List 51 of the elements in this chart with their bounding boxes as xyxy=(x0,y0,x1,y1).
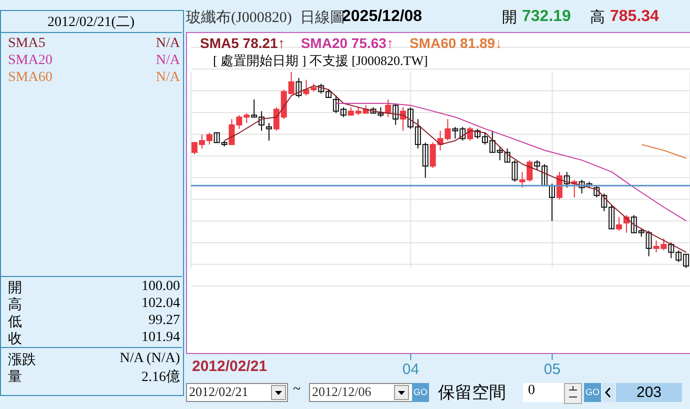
text: SMA20 xyxy=(300,35,348,51)
text: GO xyxy=(412,383,429,402)
text: 203 xyxy=(616,383,682,402)
text: 78.21↑ xyxy=(242,35,285,51)
candlestick xyxy=(296,77,302,98)
text: 99.27 xyxy=(148,313,180,330)
candlestick xyxy=(266,122,272,142)
text: 102.04 xyxy=(142,296,180,313)
text: SMA60 xyxy=(8,70,52,85)
text: ~ xyxy=(293,382,301,398)
text: 高 xyxy=(590,8,605,27)
text: 保留空間 xyxy=(438,382,506,404)
text: SMA5 xyxy=(8,36,46,51)
candlestick xyxy=(564,171,570,188)
x-tick-label: 05 xyxy=(544,361,561,378)
text: 101.94 xyxy=(142,330,180,347)
candlestick xyxy=(616,216,622,232)
chart-title: 玻纖布(J000820) xyxy=(186,8,292,27)
text: N/A xyxy=(156,53,180,69)
text: 2.16億 xyxy=(142,368,180,386)
text: 收 xyxy=(8,331,22,348)
text: 2012/02/21 xyxy=(189,384,248,400)
text: 732.19 xyxy=(522,8,571,26)
text: 量 xyxy=(8,369,22,386)
candlestick xyxy=(548,183,555,222)
text: GO xyxy=(584,383,601,402)
text: 2012/02/21 xyxy=(192,358,268,375)
chart-subtitle: 日線圖 xyxy=(300,10,345,27)
text: 0 xyxy=(523,383,568,402)
text: N/A xyxy=(156,36,180,52)
text: 高 xyxy=(8,296,22,314)
text: SMA60 xyxy=(409,35,456,51)
text: 785.34 xyxy=(610,8,659,26)
text: [ 處置開始日期 ] 不支援 [J000820.TW] xyxy=(213,52,428,70)
candlestick xyxy=(400,106,406,132)
text: 漲跌 xyxy=(8,352,36,369)
text: 低 xyxy=(8,314,22,331)
text: 開 xyxy=(502,9,517,27)
text: 81.89↓ xyxy=(460,35,502,51)
text: 2012/02/21(二) xyxy=(46,14,136,31)
text: N/A xyxy=(156,70,180,86)
candlestick xyxy=(392,102,399,126)
text: 開 xyxy=(8,280,22,297)
text: 2012/12/06 xyxy=(309,383,413,402)
text: 2025/12/08 xyxy=(342,8,422,26)
text: SMA5 xyxy=(200,35,239,51)
text: 100.00 xyxy=(142,279,180,296)
text: SMA20 xyxy=(8,53,52,68)
x-tick-label: 04 xyxy=(402,361,420,378)
text: N/A (N/A) xyxy=(120,351,180,368)
text: 75.63↑ xyxy=(351,35,394,51)
